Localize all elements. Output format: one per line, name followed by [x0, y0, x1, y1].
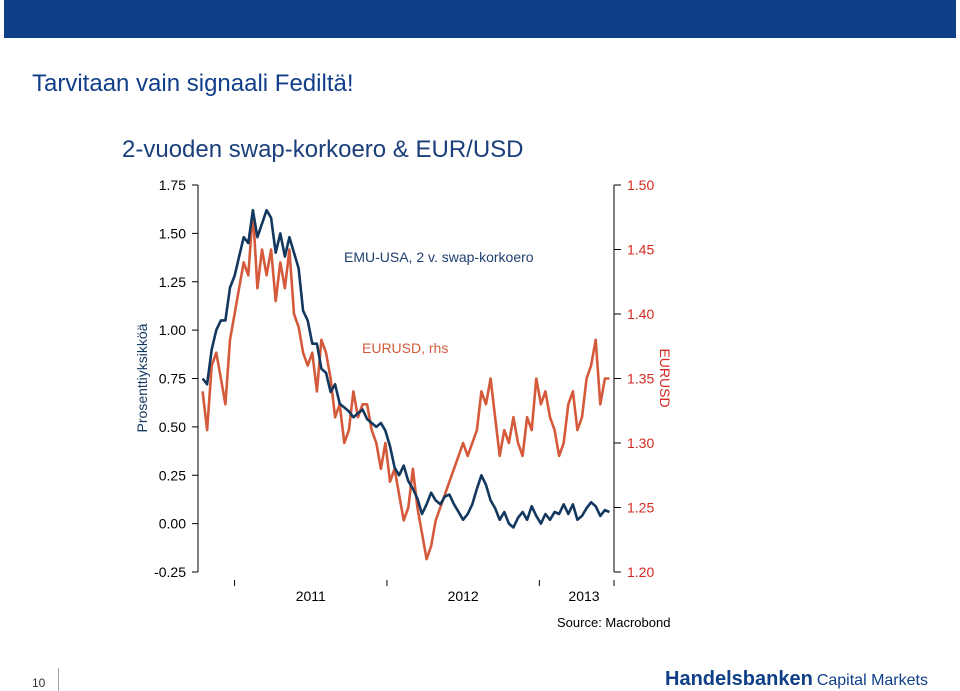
- y2-tick-label: 1.20: [627, 564, 654, 580]
- y2-tick-label: 1.40: [627, 306, 654, 322]
- y2-tick-label: 1.30: [627, 435, 654, 451]
- y-tick-label: 1.00: [159, 322, 186, 338]
- x-tick-label: 2013: [568, 588, 599, 604]
- y-tick-label: 0.75: [159, 371, 186, 387]
- chart-lines: [201, 208, 610, 561]
- series-label-swap: EMU-USA, 2 v. swap-korkoero: [344, 249, 534, 265]
- slide-title: Tarvitaan vain signaali Fediltä!: [32, 70, 354, 97]
- y2-tick-label: 1.45: [627, 242, 654, 258]
- y2-tick-label: 1.25: [627, 500, 654, 516]
- chart-axes: 1.75 1.50 1.25 1.00 0.75 0.50 0.25 0.00 -0.25 1.5…: [154, 177, 654, 604]
- chart-title: 2-vuoden swap-korkoero & EUR/USD: [122, 136, 524, 163]
- series-line-eurusd: [201, 209, 610, 561]
- y-tick-label: 1.25: [159, 274, 186, 290]
- footer-divider: [58, 668, 59, 691]
- header-bar: [4, 0, 956, 38]
- y-tick-label: 1.75: [159, 177, 186, 193]
- y-tick-label: 0.00: [159, 516, 186, 532]
- source-note: Source: Macrobond: [557, 615, 671, 630]
- y-axis-title: Prosenttiyksikköä: [134, 323, 150, 432]
- y2-axis-title: EURUSD: [657, 348, 673, 407]
- company-logo: Handelsbanken Capital Markets: [665, 668, 928, 691]
- logo-brand: Handelsbanken: [665, 668, 813, 690]
- y-tick-label: -0.25: [154, 564, 186, 580]
- y-tick-label: 0.50: [159, 419, 186, 435]
- logo-sub: Capital Markets: [816, 672, 928, 689]
- y-tick-label: 1.50: [159, 225, 186, 241]
- page-number: 10: [32, 676, 46, 690]
- series-line-swap-spread: [201, 208, 610, 529]
- y2-tick-label: 1.50: [627, 177, 654, 193]
- y2-tick-label: 1.35: [627, 371, 654, 387]
- y-tick-label: 0.25: [159, 467, 186, 483]
- chart-labels: Prosenttiyksikköä EURUSD EMU-USA, 2 v. swa…: [134, 249, 673, 432]
- series-label-eurusd: EURUSD, rhs: [362, 340, 448, 356]
- x-tick-label: 2011: [296, 588, 326, 604]
- x-tick-label: 2012: [448, 588, 479, 604]
